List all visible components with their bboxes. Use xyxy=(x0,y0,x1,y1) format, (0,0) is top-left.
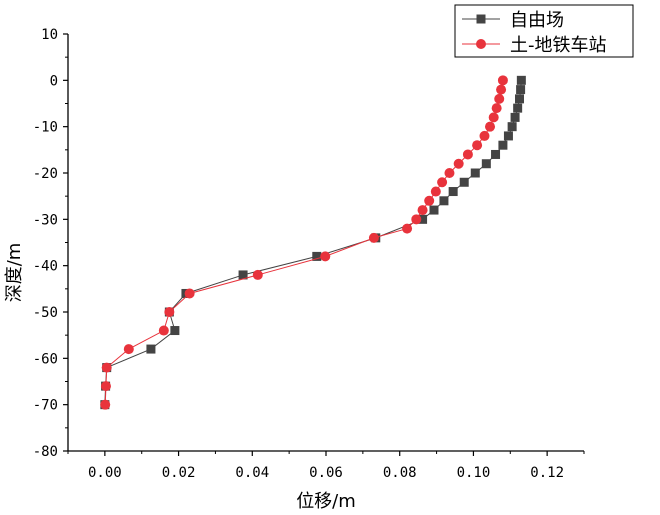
data-point-square xyxy=(476,14,486,24)
data-point-circle xyxy=(411,214,422,225)
data-point-square xyxy=(513,103,523,113)
data-point-circle xyxy=(417,205,428,216)
data-point-circle xyxy=(485,121,496,132)
data-point-circle xyxy=(252,269,263,280)
data-point-circle xyxy=(430,186,441,197)
data-point-circle xyxy=(496,84,507,95)
data-point-circle xyxy=(402,223,413,234)
data-point-square xyxy=(503,131,513,141)
data-point-circle xyxy=(100,399,111,410)
y-tick-label: -70 xyxy=(33,398,58,414)
data-point-square xyxy=(448,187,458,197)
data-point-square xyxy=(507,122,517,132)
data-point-square xyxy=(510,112,520,122)
y-tick-label: -30 xyxy=(33,212,58,228)
data-point-square xyxy=(515,94,524,104)
data-point-circle xyxy=(320,251,331,262)
data-point-square xyxy=(491,149,501,159)
series-layer xyxy=(100,75,526,410)
y-tick-label: -40 xyxy=(33,259,58,275)
data-point-circle xyxy=(123,344,134,355)
x-tick-label: 0.04 xyxy=(235,465,269,481)
data-point-circle xyxy=(444,168,455,178)
data-point-square xyxy=(312,251,322,261)
x-axis-title: 位移/m xyxy=(296,491,356,512)
data-point-circle xyxy=(472,140,483,151)
data-point-circle xyxy=(494,93,505,104)
data-point-square xyxy=(418,214,428,224)
axes: 10 0 -10 -20 -30 -40 -50 -60 -70 -80 0.00 0.02 0.04 0… xyxy=(33,27,585,481)
series-line xyxy=(104,80,522,405)
x-tick-label: 0.10 xyxy=(457,465,491,481)
data-point-square xyxy=(238,270,248,280)
y-tick-label: 10 xyxy=(41,27,58,43)
y-tick-label: -10 xyxy=(33,120,58,136)
x-tick-label: 0.08 xyxy=(383,465,417,481)
x-tick-label: 0.12 xyxy=(530,465,564,481)
legend-label: 土-地铁车站 xyxy=(510,35,607,56)
data-point-square xyxy=(516,75,526,85)
data-point-square xyxy=(516,85,526,95)
x-tick-label: 0.02 xyxy=(162,465,196,481)
data-point-square xyxy=(439,196,449,206)
data-point-circle xyxy=(453,158,464,169)
y-axis-title: 深度/m xyxy=(4,243,25,303)
data-point-square xyxy=(429,205,439,215)
y-tick-label: -20 xyxy=(33,166,58,182)
x-tick-label: 0.06 xyxy=(309,465,343,481)
y-tick-label: -80 xyxy=(33,444,58,460)
data-point-circle xyxy=(164,307,175,317)
data-point-square xyxy=(459,177,469,187)
data-point-circle xyxy=(424,195,435,206)
x-tick-label: 0.00 xyxy=(88,465,122,481)
y-tick-label: 0 xyxy=(50,73,58,89)
y-tick-label: -60 xyxy=(33,351,58,367)
data-point-circle xyxy=(100,381,111,392)
data-point-circle xyxy=(497,75,508,86)
series-line xyxy=(104,80,504,405)
data-point-square xyxy=(481,159,491,169)
data-point-square xyxy=(170,326,180,336)
data-point-circle xyxy=(101,362,112,373)
legend-box xyxy=(454,4,634,58)
data-point-circle xyxy=(488,112,499,123)
data-point-circle xyxy=(158,325,169,336)
y-tick-label: -50 xyxy=(33,305,58,321)
data-point-circle xyxy=(491,103,502,114)
data-point-circle xyxy=(368,232,379,243)
data-point-square xyxy=(498,140,508,150)
data-point-circle xyxy=(479,130,490,141)
data-point-circle xyxy=(184,288,195,299)
series-2 xyxy=(100,75,508,410)
data-point-circle xyxy=(437,177,448,188)
data-point-square xyxy=(470,168,480,178)
data-point-circle xyxy=(476,39,486,49)
legend-label: 自由场 xyxy=(510,10,564,31)
data-point-circle xyxy=(462,149,473,160)
data-point-square xyxy=(146,344,156,354)
series-1 xyxy=(100,75,526,410)
